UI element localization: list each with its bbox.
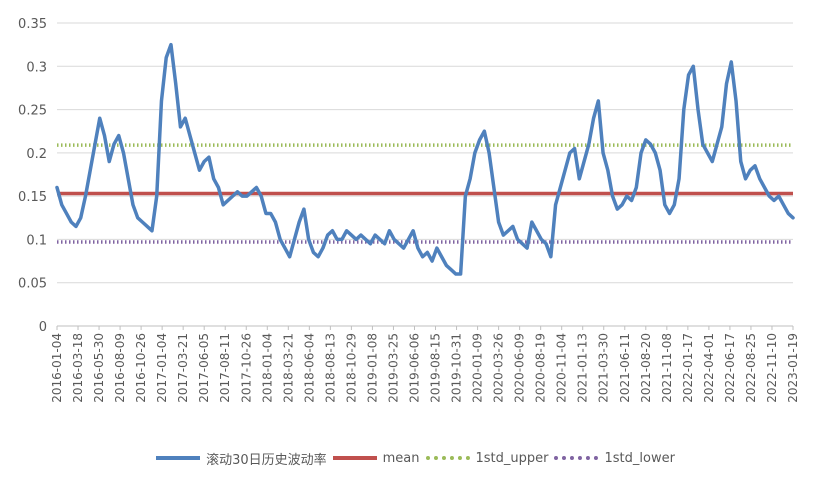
x-tick-label: 2019-08-15 <box>429 333 443 403</box>
reference-lines <box>57 143 793 244</box>
x-tick-label: 2018-01-04 <box>260 333 274 403</box>
x-tick-label: 2017-10-26 <box>239 333 253 403</box>
x-tick-label: 2016-10-26 <box>134 333 148 403</box>
y-tick-label: 0.2 <box>26 147 47 162</box>
volatility-chart: 00.050.10.150.20.250.30.35 2016-01-04 201… <box>18 17 800 403</box>
x-tick-label: 2020-06-09 <box>513 333 527 403</box>
x-tick-label: 2022-04-01 <box>702 333 716 403</box>
y-tick-label: 0.25 <box>18 104 47 119</box>
x-tick-label: 2016-05-30 <box>92 333 106 403</box>
x-tick-label: 2022-06-17 <box>723 333 737 403</box>
x-tick-label: 2020-03-26 <box>492 333 506 403</box>
x-tick-label: 2022-11-10 <box>765 333 779 403</box>
x-tick-label: 2021-01-13 <box>576 333 590 403</box>
x-tick-label: 2019-01-08 <box>365 333 379 403</box>
legend-item-mean[interactable]: mean <box>332 450 420 466</box>
legend-swatch-1std-upper <box>425 456 470 460</box>
x-tick-label: 2017-08-11 <box>218 333 232 403</box>
x-tick-label: 2017-03-21 <box>176 333 190 403</box>
x-tick-label: 2018-08-13 <box>323 333 337 403</box>
x-tick-label: 2021-11-08 <box>660 333 674 403</box>
x-tick-label: 2018-10-29 <box>344 333 358 403</box>
y-tick-label: 0.35 <box>18 17 47 32</box>
x-tick-label: 2021-06-11 <box>618 333 632 403</box>
x-tick-label: 2017-06-05 <box>197 333 211 403</box>
legend-item-volatility[interactable]: 滚动30日历史波动率 <box>156 449 327 468</box>
series-lines <box>55 42 795 276</box>
x-axis: 2016-01-04 2016-03-18 2016-05-30 2016-08-09… <box>50 325 800 403</box>
x-tick-label: 2020-01-09 <box>471 333 485 403</box>
x-tick-label: 2019-10-31 <box>450 333 464 403</box>
x-tick-label: 2016-03-18 <box>71 333 85 403</box>
legend-label-1std-upper: 1std_upper <box>475 450 549 466</box>
y-tick-label: 0 <box>39 320 47 335</box>
y-tick-label: 0.1 <box>26 233 47 248</box>
legend-label-volatility: 滚动30日历史波动率 <box>206 452 327 468</box>
legend-item-1std-upper[interactable]: 1std_upper <box>425 450 549 466</box>
legend-label-mean: mean <box>382 450 420 466</box>
x-tick-label: 2016-01-04 <box>50 333 64 403</box>
x-tick-label: 2017-01-04 <box>155 333 169 403</box>
legend-swatch-mean <box>332 456 377 460</box>
series-line-volatility <box>55 42 795 276</box>
legend: 滚动30日历史波动率 mean 1std_upper 1std_lower <box>0 446 831 470</box>
x-tick-label: 2021-08-20 <box>639 333 653 403</box>
y-tick-label: 0.05 <box>18 277 47 292</box>
x-tick-label: 2019-06-06 <box>407 333 421 403</box>
y-tick-label: 0.15 <box>18 190 47 205</box>
x-tick-label: 2020-08-19 <box>534 333 548 403</box>
legend-label-1std-lower: 1std_lower <box>604 450 675 466</box>
x-tick-label: 2022-08-25 <box>744 333 758 403</box>
x-tick-label: 2018-03-21 <box>281 333 295 403</box>
x-tick-label: 2021-03-30 <box>597 333 611 403</box>
legend-swatch-volatility <box>156 456 201 460</box>
legend-swatch-1std-lower <box>554 456 599 460</box>
y-axis: 0 0.05 0.1 0.15 0.2 0.25 0.3 0.35 <box>18 17 47 335</box>
x-tick-label: 2023-01-19 <box>786 333 800 403</box>
y-tick-label: 0.3 <box>26 60 47 75</box>
legend-item-1std-lower[interactable]: 1std_lower <box>554 450 675 466</box>
x-tick-label: 2018-06-04 <box>302 333 316 403</box>
x-tick-label: 2019-03-25 <box>386 333 400 403</box>
x-tick-label: 2016-08-09 <box>113 333 127 403</box>
x-tick-label: 2020-11-04 <box>555 333 569 403</box>
x-tick-label: 2022-01-17 <box>681 333 695 403</box>
